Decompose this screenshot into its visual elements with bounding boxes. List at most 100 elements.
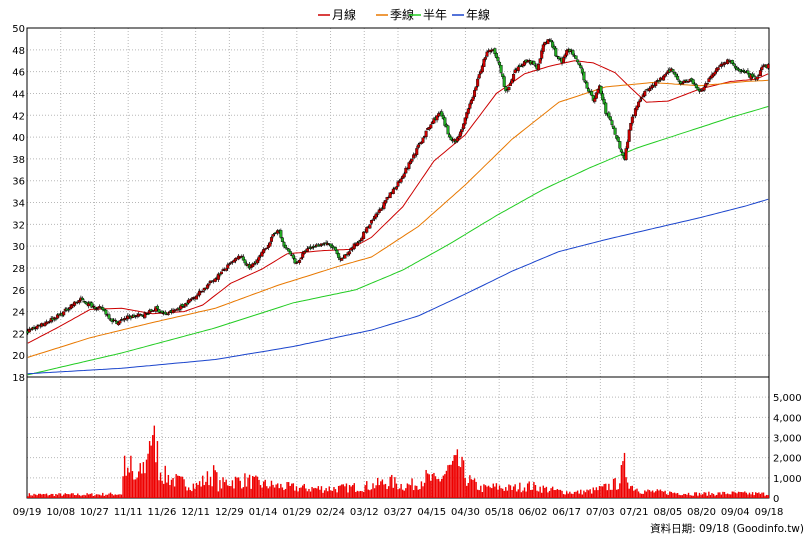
volume-bar: [252, 476, 254, 498]
candle-body: [188, 299, 192, 302]
volume-bar: [625, 477, 627, 498]
volume-bar: [253, 476, 255, 498]
candle-body: [369, 220, 373, 224]
volume-bar: [726, 493, 729, 498]
volume-bar: [95, 494, 98, 498]
date-tick-label: 06/17: [552, 507, 581, 518]
candle-body: [376, 213, 380, 215]
candle-body: [571, 50, 575, 56]
volume-bar: [242, 487, 245, 498]
volume-bar: [38, 493, 40, 498]
volume-bar: [451, 460, 454, 498]
candle-body: [498, 61, 502, 66]
volume-bar: [117, 494, 120, 498]
volume-bar: [208, 485, 210, 498]
price-tick-label: 26: [12, 286, 25, 297]
volume-bar: [295, 486, 298, 498]
candle-body: [118, 320, 122, 324]
volume-bar: [375, 485, 377, 498]
volume-bar: [670, 491, 673, 498]
candle-body: [432, 118, 436, 124]
volume-bar: [162, 483, 165, 498]
candle-body: [384, 200, 388, 204]
candle-body: [410, 158, 414, 162]
volume-bar: [337, 485, 340, 498]
volume-bar: [708, 491, 710, 498]
candle-body: [449, 136, 453, 141]
candle-body: [516, 66, 520, 71]
volume-bar: [576, 490, 579, 498]
candle-body: [357, 241, 361, 243]
volume-bar: [234, 476, 237, 498]
volume-bar: [547, 492, 549, 498]
volume-bar: [155, 462, 157, 498]
candle-body: [98, 306, 102, 308]
candle-body: [243, 259, 247, 264]
candle-body: [483, 57, 487, 60]
volume-bar: [306, 491, 309, 498]
volume-bar: [706, 495, 708, 498]
volume-bar: [67, 494, 70, 498]
volume-bar: [575, 491, 577, 498]
candle-body: [482, 59, 486, 67]
volume-bar: [45, 493, 48, 498]
volume-bar: [505, 487, 507, 498]
volume-bar: [56, 494, 59, 498]
volume-bar: [64, 493, 66, 498]
volume-bar: [311, 486, 313, 498]
volume-bar: [347, 492, 349, 498]
volume-bar: [456, 449, 459, 498]
volume-bar: [180, 476, 182, 498]
volume-bar: [523, 487, 526, 498]
volume-bar: [553, 490, 555, 498]
volume-bar: [448, 464, 451, 498]
volume-bar: [97, 494, 99, 498]
volume-tick-label: 4,000: [773, 413, 802, 424]
volume-bar: [612, 478, 615, 498]
volume-bar: [578, 493, 580, 498]
volume-bar: [573, 491, 576, 498]
candle-body: [305, 248, 309, 252]
volume-bar: [209, 476, 212, 498]
volume-bar: [598, 486, 601, 498]
volume-bar: [534, 485, 537, 498]
volume-bar: [88, 494, 90, 498]
candle-body: [662, 75, 666, 81]
volume-bar: [237, 477, 240, 498]
volume-bar: [42, 493, 45, 498]
candle-body: [87, 302, 91, 307]
volume-bar: [767, 495, 769, 498]
volume-bar: [161, 480, 163, 498]
volume-bar: [261, 487, 263, 498]
candle-body: [471, 96, 475, 101]
volume-bar: [639, 493, 641, 498]
candle-body: [746, 70, 750, 74]
volume-bar: [486, 486, 488, 498]
candle-body: [691, 79, 695, 85]
volume-bar: [720, 494, 723, 498]
candle-body: [458, 131, 462, 137]
grid: [26, 27, 770, 499]
legend-label-quarterly: 季線: [390, 7, 414, 22]
candle-body: [490, 50, 494, 52]
volume-bar: [617, 489, 619, 498]
volume-bar: [712, 493, 715, 498]
volume-bar: [520, 492, 523, 498]
date-tick-label: 12/29: [215, 507, 244, 518]
candle-body: [234, 258, 238, 262]
volume-bar: [675, 493, 677, 498]
volume-bar: [509, 485, 512, 498]
volume-bar: [351, 485, 354, 498]
volume-bar: [269, 486, 271, 498]
volume-bar: [267, 488, 270, 498]
volume-bar: [341, 484, 343, 498]
volume-bar: [250, 488, 252, 498]
candle-body: [379, 208, 383, 211]
volume-bar: [528, 481, 530, 498]
volume-bar: [705, 492, 707, 498]
volume-bar: [47, 495, 49, 498]
candle-body: [227, 263, 231, 265]
volume-bar: [245, 486, 248, 498]
volume-bar: [461, 456, 463, 498]
volume-bar: [692, 495, 694, 498]
